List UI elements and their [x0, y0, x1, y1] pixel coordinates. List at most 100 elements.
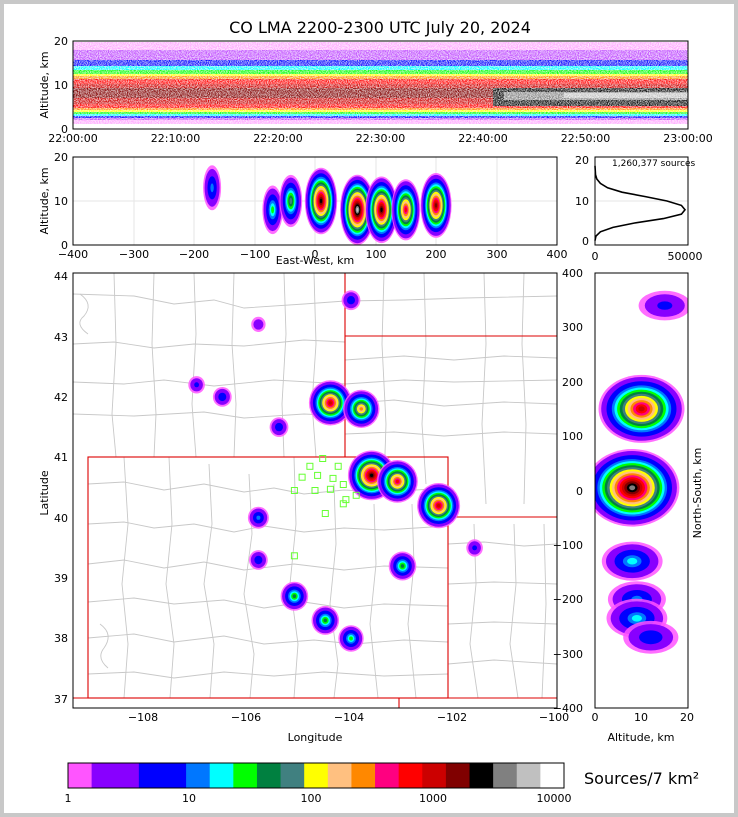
ew-xlabel: East-West, km — [276, 254, 354, 267]
storm-cell — [280, 581, 309, 611]
density-level — [194, 382, 200, 388]
colorbar-tick: 10000 — [537, 792, 572, 805]
tick-label: 22:50:00 — [561, 132, 610, 145]
storm-cell — [598, 374, 685, 443]
figure-frame: CO LMA 2200-2300 UTC July 20, 2024 22:00… — [4, 4, 734, 813]
density-level — [437, 503, 441, 508]
colorbar-swatch — [398, 763, 423, 788]
colorbar-swatch — [162, 763, 187, 788]
colorbar-swatch — [422, 763, 447, 788]
density-level — [289, 197, 293, 205]
density-level — [370, 473, 374, 477]
colorbar-swatch — [209, 763, 234, 788]
tick-label: 22:20:00 — [253, 132, 302, 145]
storm-cell — [338, 625, 364, 652]
tick-label: 20 — [54, 151, 68, 164]
density-level — [472, 545, 477, 551]
tick-label: −200 — [553, 593, 583, 606]
tick-label: 42 — [54, 391, 68, 404]
colorbar-swatch — [256, 763, 282, 788]
altitude-histogram-panel: 1,260,377 sources 0 50000 0 10 20 — [575, 154, 703, 263]
density-level — [256, 557, 261, 563]
time-height-x-ticks: 22:00:00 22:10:00 22:20:00 22:30:00 22:4… — [48, 132, 712, 145]
storm-cell — [347, 450, 396, 501]
figure-title: CO LMA 2200-2300 UTC July 20, 2024 — [229, 18, 531, 37]
tick-label: 43 — [54, 331, 68, 344]
station-marker — [339, 481, 347, 488]
colorbar-swatch — [68, 763, 93, 788]
tick-label: 100 — [366, 248, 387, 261]
tick-label: 22:30:00 — [356, 132, 405, 145]
ns-ylabel: North-South, km — [691, 448, 704, 539]
tick-label: 50000 — [668, 250, 703, 263]
density-level — [631, 615, 643, 622]
density-level — [292, 594, 297, 599]
tick-label: −100 — [553, 539, 583, 552]
map-frame — [72, 272, 558, 709]
storm-cell — [203, 165, 222, 211]
tick-label: 23:00:00 — [663, 132, 712, 145]
colorbar-swatch — [540, 763, 565, 788]
plan-map-panel: −108 −106 −104 −102 −100 Longitude 37 38… — [38, 270, 569, 744]
density-level — [404, 207, 407, 213]
colorbar-swatches — [68, 763, 565, 788]
storm-cell — [420, 173, 452, 238]
colorbar-swatch — [445, 763, 471, 788]
density-level — [644, 633, 658, 642]
time-height-density — [73, 41, 688, 129]
tick-label: 22:00:00 — [48, 132, 97, 145]
ew-x-ticks: −400 −300 −200 −100 0 100 200 300 400 — [58, 248, 568, 261]
density-level — [348, 297, 354, 303]
storm-cell — [188, 376, 205, 394]
ew-ylabel: Altitude, km — [38, 167, 51, 234]
tick-label: −400 — [553, 702, 583, 715]
density-level — [255, 321, 262, 328]
density-level — [380, 207, 383, 212]
density-level — [319, 198, 323, 204]
storm-cell — [466, 539, 483, 557]
tick-label: −200 — [179, 248, 209, 261]
tick-label: 22:10:00 — [151, 132, 200, 145]
storm-cell — [343, 389, 380, 428]
station-marker — [326, 485, 334, 493]
altitude-profile-line — [594, 165, 687, 241]
colorbar-tick: 10 — [182, 792, 196, 805]
station-marker — [329, 474, 337, 482]
tick-label: 40 — [54, 512, 68, 525]
tick-label: 0 — [576, 485, 583, 498]
density-level — [638, 406, 645, 412]
tick-label: 300 — [562, 321, 583, 334]
tick-label: −100 — [240, 248, 270, 261]
storm-cell — [308, 380, 352, 426]
colorbar-tick: 1 — [65, 792, 72, 805]
tick-label: −400 — [58, 248, 88, 261]
tick-label: −104 — [334, 711, 364, 724]
tick-label: 10 — [54, 195, 68, 208]
storm-cell — [365, 176, 398, 244]
storm-cell — [311, 605, 340, 635]
tick-label: 0 — [592, 711, 599, 724]
storm-cell — [247, 506, 269, 529]
tick-label: 0 — [592, 250, 599, 263]
density-level — [400, 564, 405, 568]
density-level — [220, 394, 225, 400]
tick-label: 0 — [582, 235, 589, 248]
colorbar-swatch — [186, 763, 211, 788]
tick-label: 20 — [680, 711, 694, 724]
colorbar-tick: 100 — [301, 792, 322, 805]
ew-altitude-panel: −400 −300 −200 −100 0 100 200 300 400 Ea… — [38, 151, 568, 267]
colorbar-swatch — [115, 763, 140, 788]
storm-cell — [262, 185, 283, 235]
tick-label: −108 — [128, 711, 158, 724]
colorbar-swatch — [280, 763, 305, 788]
station-marker — [321, 510, 329, 517]
tick-label: 400 — [562, 267, 583, 280]
storm-cell — [417, 483, 461, 529]
colorbar-tick: 1000 — [419, 792, 447, 805]
station-marker — [298, 473, 306, 481]
tick-label: 200 — [562, 376, 583, 389]
tick-label: 200 — [426, 248, 447, 261]
storm-cell — [623, 620, 679, 654]
ns-frame — [594, 272, 689, 709]
time-height-ylabel: Altitude, km — [38, 51, 51, 118]
